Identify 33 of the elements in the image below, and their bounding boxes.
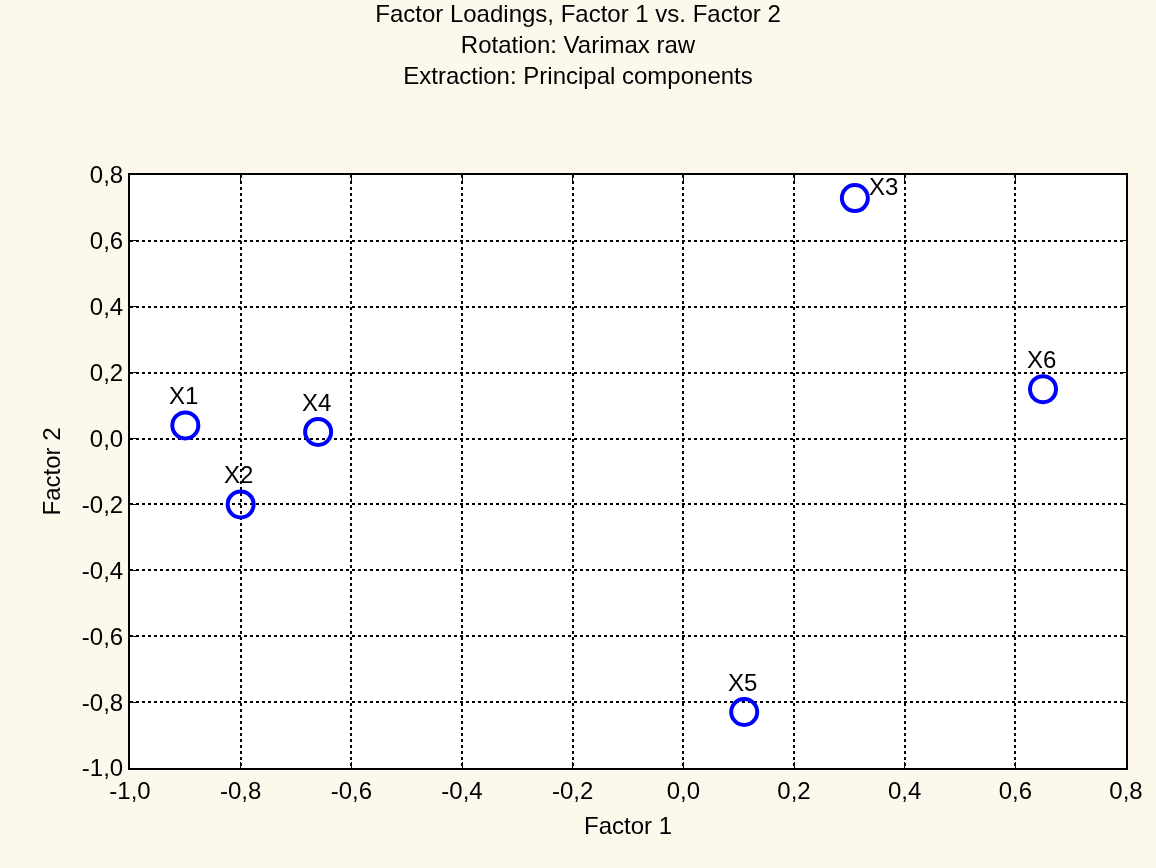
- x-tick-label: 0,0: [666, 776, 701, 804]
- annotation: X3: [869, 173, 899, 200]
- y-tick-label: -0,8: [81, 688, 124, 716]
- x-tick-label: -0,2: [551, 776, 594, 804]
- y-tick-label: -0,4: [81, 556, 124, 584]
- point: [303, 416, 334, 447]
- y-tick-label: 0,4: [89, 293, 124, 321]
- x-axis-title: Factor 1: [583, 811, 673, 839]
- annotation: X5: [728, 669, 758, 696]
- y-tick-label: 0,0: [89, 424, 124, 452]
- annotation: X1: [169, 382, 199, 409]
- y-tick-label: -0,2: [81, 490, 124, 518]
- y-tick-label: 0,8: [89, 161, 124, 189]
- y-tick-label: 0,2: [89, 359, 124, 387]
- x-tick-label: -0,4: [441, 776, 483, 804]
- point: [225, 489, 256, 520]
- chart-title: Factor Loadings, Factor 1 vs. Factor 2 Rotation: Varimax raw Extraction: Principal components: [375, 0, 781, 90]
- x-tick-label: 0,6: [998, 776, 1033, 804]
- annotation: X6: [1027, 346, 1057, 373]
- x-tick-label: -0,8: [219, 776, 262, 804]
- y-axis-title: Factor 2: [38, 427, 66, 516]
- x-tick-label: 0,8: [1109, 776, 1143, 804]
- y-tick-label: -0,6: [81, 622, 124, 650]
- x-tick-label: 0,2: [777, 776, 811, 804]
- x-tick-label: 0,4: [887, 776, 922, 804]
- point: [170, 410, 201, 441]
- annotation: X2: [224, 461, 254, 488]
- y-tick-label: 0,6: [89, 227, 124, 255]
- point: [839, 183, 870, 214]
- annotation: X4: [302, 389, 332, 416]
- x-tick-label: -0,6: [330, 776, 373, 804]
- point: [1028, 374, 1058, 405]
- point: [729, 696, 760, 727]
